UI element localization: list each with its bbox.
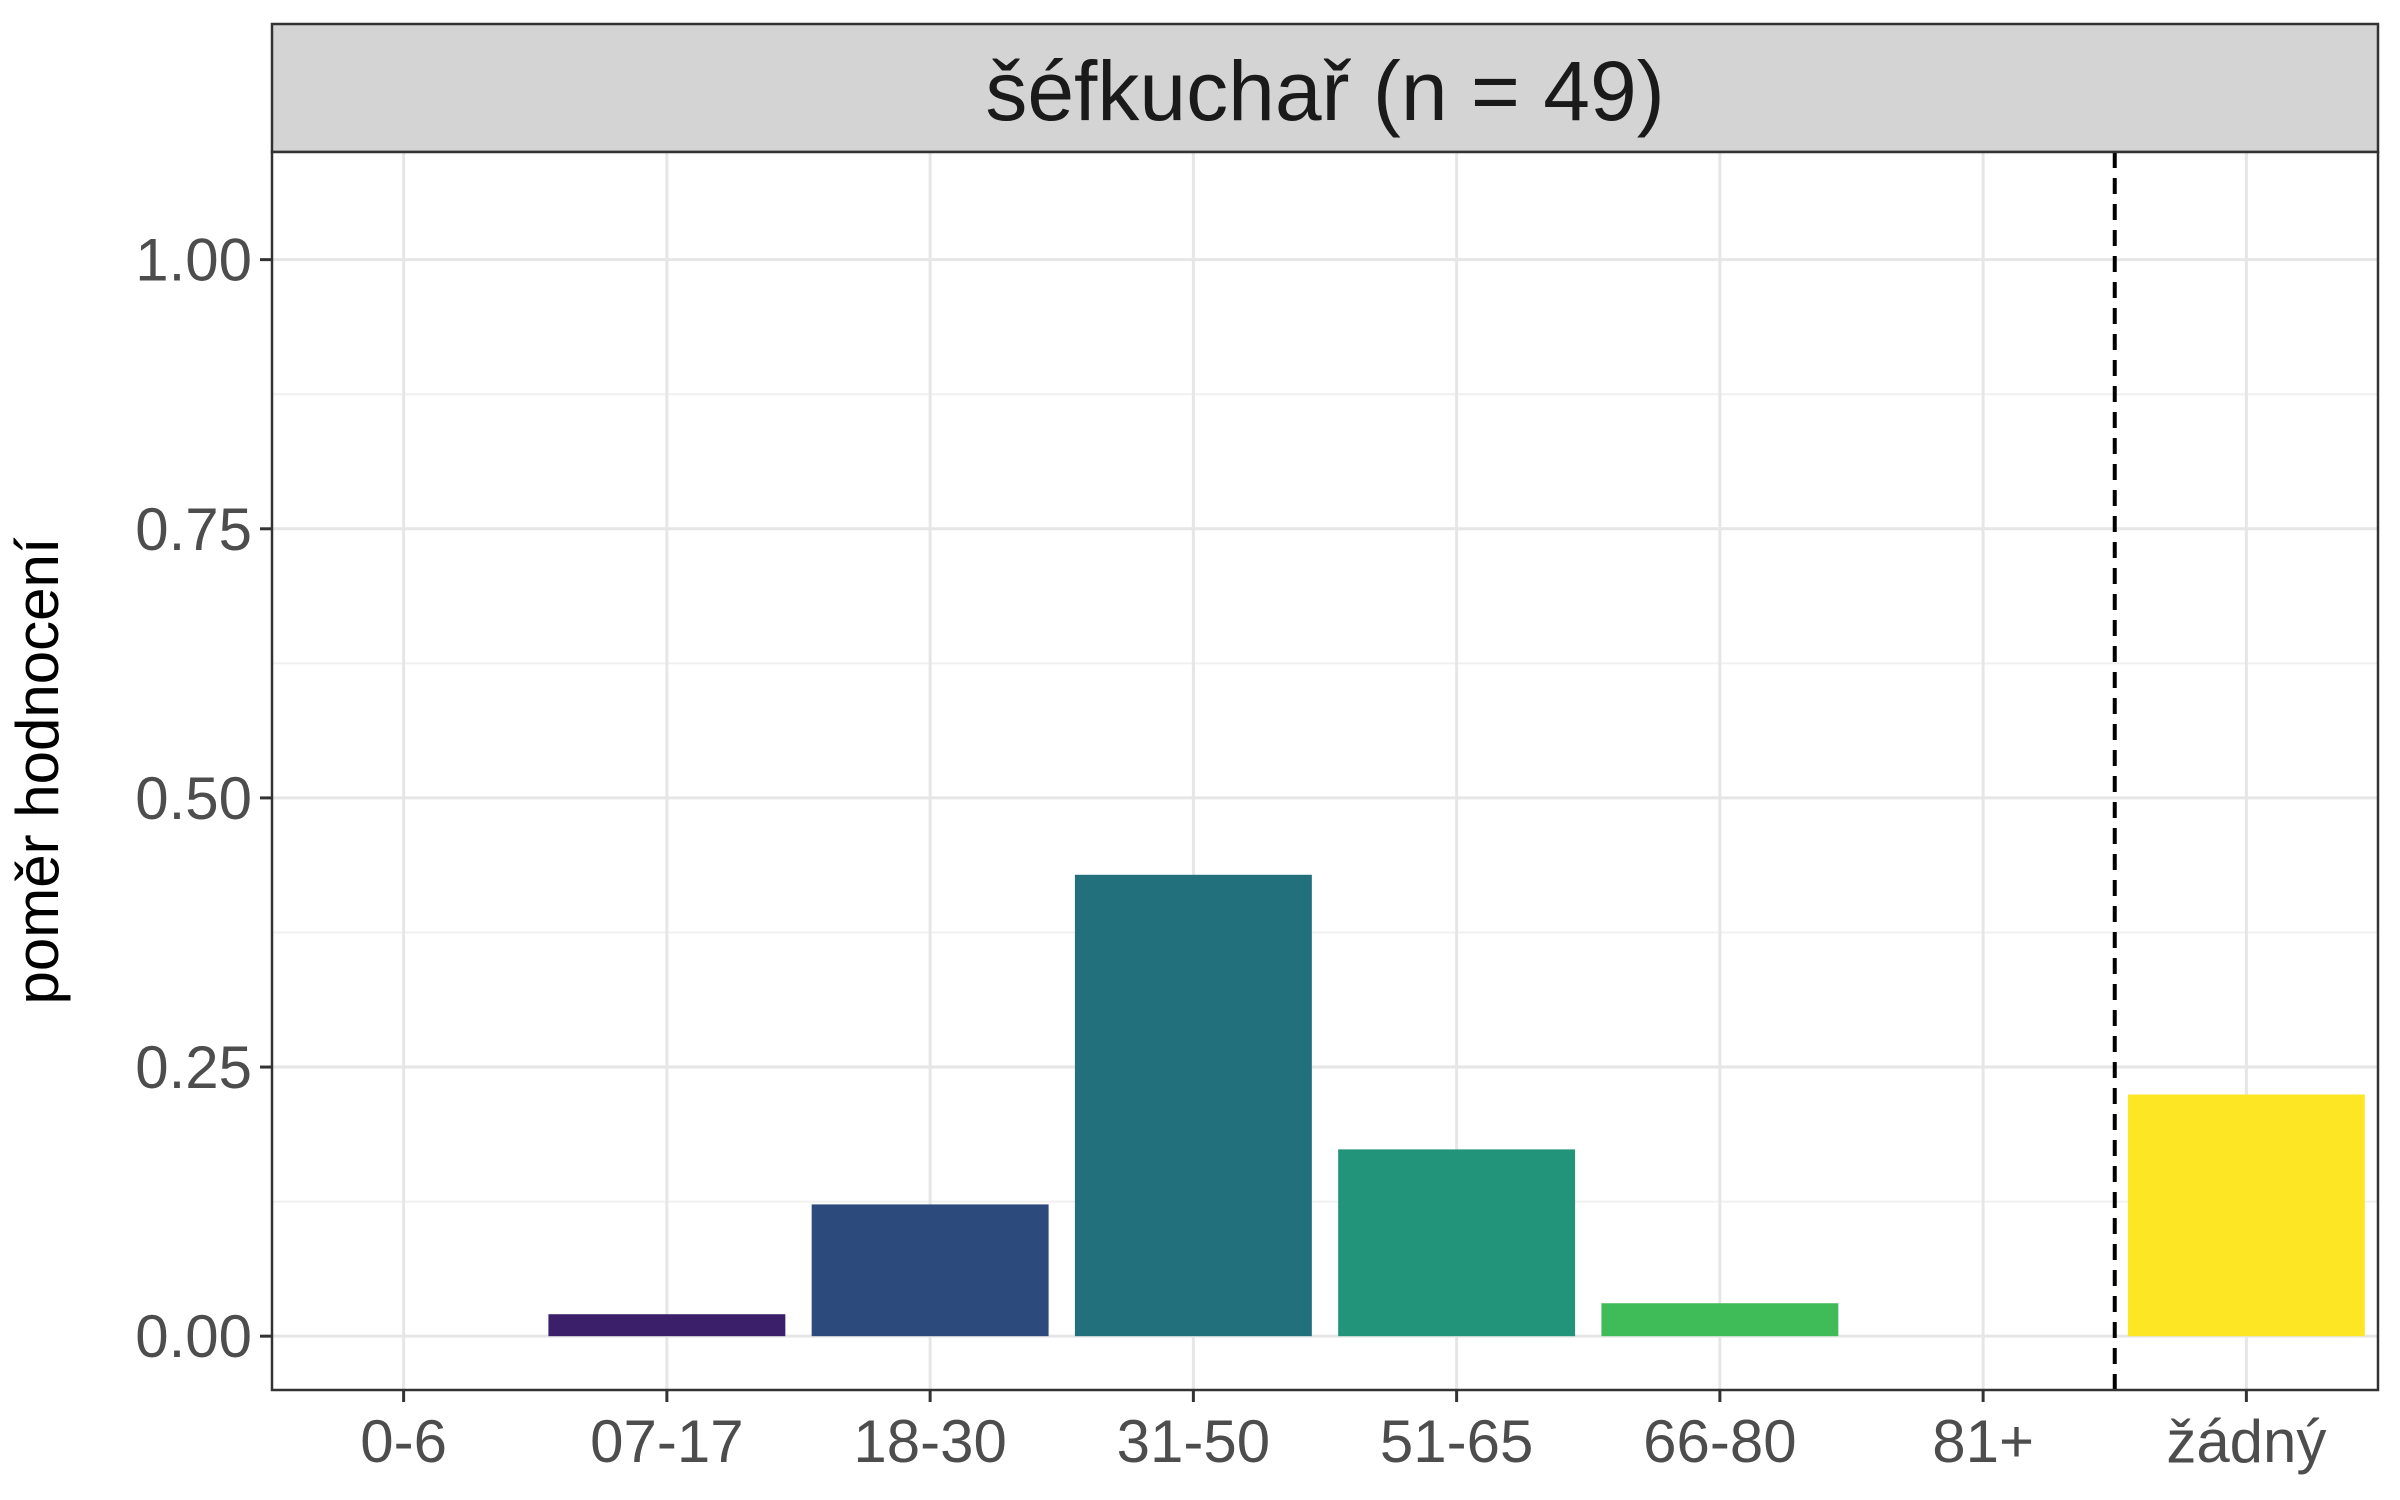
x-tick-label: 66-80 [1643,1408,1796,1475]
bar-07-17 [548,1314,786,1337]
bars [548,874,2365,1337]
y-tick-label: 1.00 [135,227,252,294]
x-tick-label: 81+ [1932,1408,2034,1475]
axes: 0.00 0.25 0.50 0.75 1.00 0-6 07-17 18-30 31-50 51… [135,227,2326,1475]
bar-žádný [2127,1094,2365,1337]
bar-18-30 [811,1204,1049,1337]
grid [272,152,2378,1390]
y-tick-label: 0.25 [135,1034,252,1101]
x-tick-label: 51-65 [1380,1408,1533,1475]
facet-title: šéfkuchař (n = 49) [985,44,1664,138]
plot-panel [272,152,2378,1390]
y-axis-title: poměr hodnocení [4,537,71,1004]
y-tick-label: 0.00 [135,1303,252,1370]
bar-66-80 [1601,1303,1839,1337]
y-tick-label: 0.75 [135,496,252,563]
y-tick-label: 0.50 [135,765,252,832]
x-tick-label: 0-6 [360,1408,447,1475]
bar-31-50 [1074,874,1312,1337]
bar-51-65 [1338,1149,1576,1337]
x-tick-label: 31-50 [1117,1408,1270,1475]
x-tick-label: 18-30 [853,1408,1006,1475]
facet-strip [270,22,2380,154]
x-tick-label: 07-17 [590,1408,743,1475]
plot-panel-border [270,150,2380,1392]
x-tick-label: žádný [2166,1408,2326,1475]
